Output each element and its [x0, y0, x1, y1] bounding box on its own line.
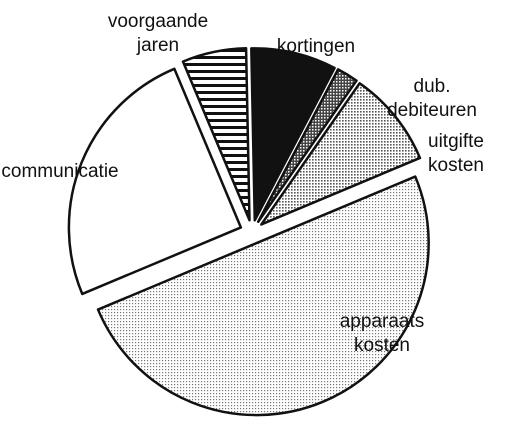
pie-slice: [250, 47, 336, 222]
pie-slice: [67, 67, 243, 296]
pie-slice: [96, 175, 430, 417]
slice-label: communicatie: [1, 161, 119, 182]
slice-label: dub. debiteuren: [387, 76, 477, 121]
pie-slice: [256, 68, 358, 223]
pie-slice: [260, 82, 422, 226]
pie-slice: [181, 47, 251, 222]
slice-label: voorgaande jaren: [107, 11, 209, 56]
slice-label: apparaats kosten: [339, 311, 425, 356]
slice-label: kortingen: [276, 36, 356, 57]
slice-label: uitgifte kosten: [428, 131, 484, 176]
